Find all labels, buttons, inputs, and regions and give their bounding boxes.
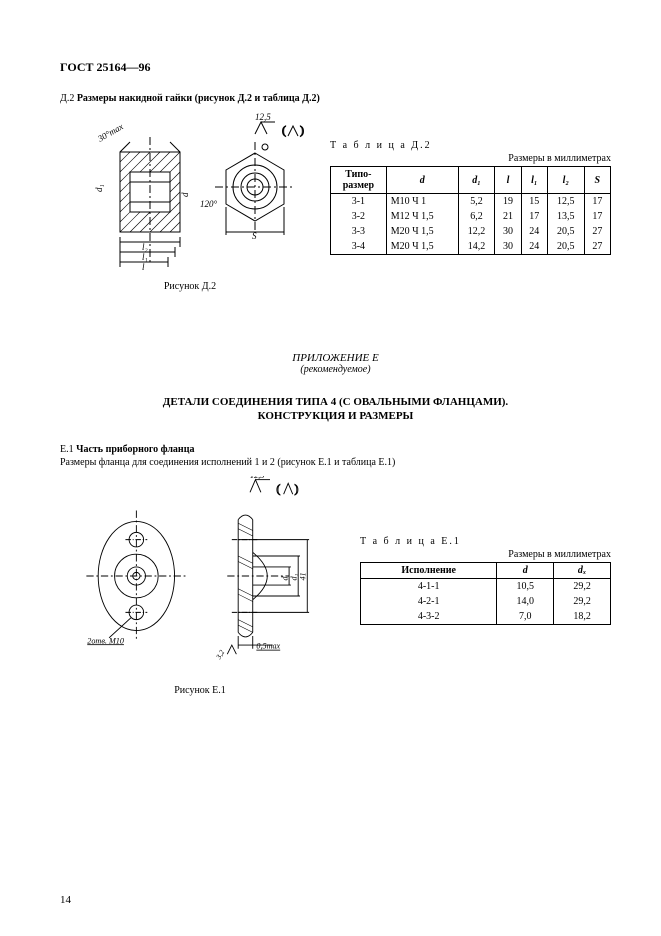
th: l₁ [521,167,547,194]
label-120: 120° [200,199,218,209]
th: d [386,167,458,194]
th: d₁ [458,167,495,194]
th: d [497,562,554,578]
label-2otv: 2отв. М10 [87,636,124,645]
table-row: 4-3-27,018,2 [361,609,611,625]
table-row: 3-1М10 Ч 15,2191512,517 [331,194,611,210]
figure-d2: 30°max d₁ d l₂ l₁ l 120° [60,112,320,292]
th: l [495,167,521,194]
label-s: S [252,231,257,241]
label-l1: l₁ [142,252,148,262]
d2-heading-bold: Размеры накидной гайки (рисунок Д.2 и та… [77,93,320,104]
label-l2: l₂ [142,242,148,252]
e1-bold: Часть приборного фланца [76,444,194,455]
th: dₓ [554,562,611,578]
figure-e1: 12,5 ( ) [60,476,340,696]
table-row: 3-2М12 Ч 1,56,2211713,517 [331,209,611,224]
svg-text:(: ( [282,123,286,137]
th: l₂ [547,167,584,194]
table-row: 3-4М20 Ч 1,514,2302420,527 [331,239,611,255]
label-d1: d₁ [94,184,104,192]
svg-text:): ) [300,123,304,137]
table-e1-units: Размеры в миллиметрах [360,549,611,560]
label-rz32: 3,2 [214,648,226,661]
d2-heading-prefix: Д.2 [60,93,77,104]
e1-sub: Размеры фланца для соединения исполнений… [60,457,611,468]
page-number: 14 [60,894,71,906]
table-row: 4-2-114,029,2 [361,594,611,609]
d2-heading: Д.2 Размеры накидной гайки (рисунок Д.2 … [60,93,611,104]
table-d2-units: Размеры в миллиметрах [330,153,611,164]
figure-d2-caption: Рисунок Д.2 [60,281,320,292]
label-ra125: 12,5 [255,112,271,122]
label-d1-e1: d₁ [289,573,298,580]
th: Исполнение [361,562,497,578]
table-row: 3-3М20 Ч 1,512,2302420,527 [331,224,611,239]
appendix-e-header: ПРИЛОЖЕНИЕ Е (рекомендуемое) [60,352,611,375]
figure-e1-caption: Рисунок Е.1 [60,685,340,696]
svg-text:(: ( [276,481,280,495]
gost-standard-header: ГОСТ 25164—96 [60,60,611,75]
label-30deg: 30°max [95,121,125,144]
table-e1-caption: Т а б л и ц а Е.1 [360,536,611,547]
th: S [584,167,610,194]
table-d2-caption: Т а б л и ц а Д.2 [330,140,611,151]
th: Типо- размер [331,167,387,194]
e1-prefix: Е.1 [60,444,76,455]
label-d: d [180,192,190,197]
label-05max: 0,5max [256,641,280,650]
e1-heading: Е.1 Часть приборного фланца [60,444,611,455]
label-ra125-e1: 12,5 [250,476,264,480]
table-row: 4-1-110,529,2 [361,578,611,594]
svg-text:): ) [295,481,299,495]
label-41: 41 [298,572,307,580]
appendix-main-title: ДЕТАЛИ СОЕДИНЕНИЯ ТИПА 4 (С ОВАЛЬНЫМИ ФЛ… [60,395,611,424]
label-l: l [142,262,145,272]
appendix-title: ПРИЛОЖЕНИЕ Е [60,352,611,364]
table-d2: Типо- размер d d₁ l l₁ l₂ S 3-1М10 Ч 15,… [330,166,611,255]
table-e1: Исполнение d dₓ 4-1-110,529,2 4-2-114,02… [360,562,611,625]
appendix-rec: (рекомендуемое) [60,364,611,375]
